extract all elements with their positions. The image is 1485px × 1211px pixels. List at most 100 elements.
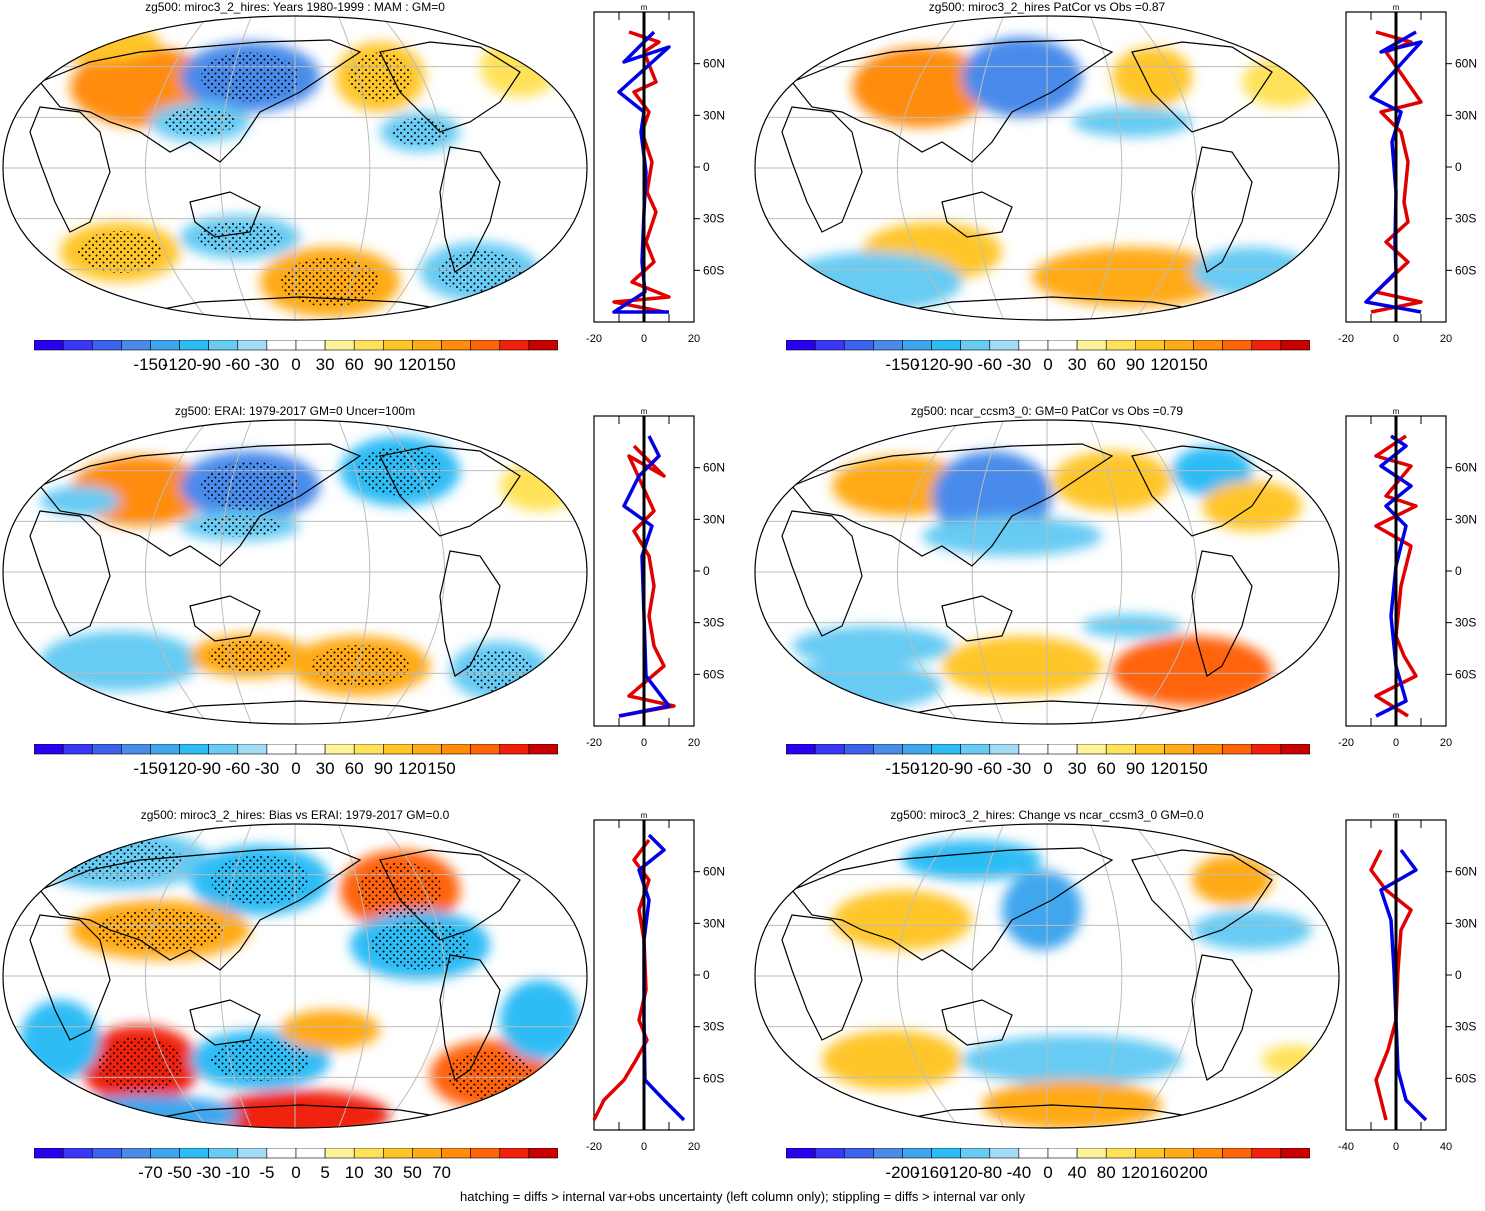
colorbar-swatch (1047, 1148, 1078, 1159)
world-map (2, 419, 588, 725)
colorbar-swatch (1135, 340, 1165, 351)
colorbar-swatch (412, 1148, 442, 1159)
anomaly-region (962, 37, 1082, 117)
world-map (754, 419, 1340, 725)
colorbar-tick-label: -70 (138, 1163, 163, 1182)
colorbar-swatch (1076, 1148, 1107, 1159)
model-profile-line (612, 30, 671, 314)
longitude-gridline (144, 824, 209, 1128)
anomaly-region (280, 1010, 380, 1050)
colorbar-swatch (902, 1148, 932, 1159)
longitude-gridline (971, 16, 1005, 320)
colorbar-swatch (353, 744, 384, 755)
anomaly-region (902, 840, 1042, 880)
anomaly-region (40, 486, 120, 516)
colorbar-tick-label: 150 (1179, 759, 1207, 778)
model-profile-line (1369, 849, 1413, 1121)
colorbar-swatch (960, 744, 991, 755)
latitude-label: 30N (703, 512, 725, 526)
colorbar-swatch (441, 1148, 471, 1159)
colorbar-swatch (179, 744, 209, 755)
colorbar-swatch (150, 340, 180, 351)
colorbar-swatch (383, 340, 413, 351)
coastline (1191, 954, 1253, 1081)
colorbar-tick-label: 0 (1043, 759, 1052, 778)
longitude-gridline (381, 824, 446, 1128)
obs-profile-line (1379, 848, 1428, 1122)
colorbar-swatch (1222, 1148, 1253, 1159)
colorbar-swatch (902, 340, 932, 351)
coastline (791, 847, 1114, 971)
coastline (1131, 445, 1273, 537)
map-border (2, 823, 588, 1129)
colorbar-swatch (1222, 744, 1253, 755)
colorbar-tick-label: -60 (225, 759, 250, 778)
colorbar-swatch (528, 340, 558, 351)
longitude-gridline (971, 824, 1005, 1128)
coastline (1131, 849, 1273, 941)
coastline (791, 443, 1114, 567)
longitude-gridline (219, 824, 253, 1128)
profile-x-tick-label: 20 (688, 737, 700, 749)
profile-x-tick-label: -40 (1338, 1141, 1354, 1153)
colorbar-tick-label: 60 (1097, 355, 1116, 374)
stippling (198, 221, 282, 253)
colorbar-swatch (902, 744, 932, 755)
coastline (941, 191, 1013, 238)
colorbar-swatch (266, 340, 297, 351)
map-border (754, 823, 1340, 1129)
latitude-label: 60S (1455, 667, 1476, 681)
colorbar-tick-label: -120 (915, 355, 949, 374)
zonal-profile: 60N 30N 0 30S 60S m -20 0 20 (586, 407, 725, 749)
panel-ccsm3: zg500: ncar_ccsm3_0: GM=0 PatCor vs Obs … (752, 404, 1485, 794)
colorbar: -150-120 -90 -60 -30 0 30 60 90 120 150 (786, 340, 1310, 374)
map-border (754, 419, 1340, 725)
stippling (78, 231, 162, 273)
world-map (754, 823, 1340, 1129)
colorbar-tick-label: -80 (977, 1163, 1002, 1182)
latitude-label: 60N (703, 461, 725, 475)
colorbar-swatch (91, 744, 122, 755)
colorbar-swatch (324, 340, 355, 351)
colorbar-tick-label: 0 (291, 355, 300, 374)
longitude-gridline (337, 420, 371, 724)
colorbar-tick-label: -90 (196, 355, 221, 374)
anomaly-region (792, 626, 952, 666)
longitude-gridline (896, 420, 961, 724)
colorbar-swatch (1135, 744, 1165, 755)
colorbar-swatch (34, 744, 64, 755)
colorbar-tick-label: 60 (345, 759, 364, 778)
colorbar-swatch (208, 1148, 239, 1159)
profile-x-tick-label: 0 (1393, 1141, 1399, 1153)
colorbar-swatch (208, 340, 239, 351)
colorbar-swatch (179, 340, 209, 351)
longitude-gridline (896, 16, 961, 320)
colorbar-tick-label: -90 (196, 759, 221, 778)
colorbar-tick-label: -30 (255, 759, 280, 778)
zonal-profile: 60N 30N 0 30S 60S m -20 0 20 (586, 3, 725, 345)
panel-bias: zg500: miroc3_2_hires: Bias vs ERAI: 197… (0, 808, 740, 1198)
profile-x-tick-label: 40 (1440, 1141, 1452, 1153)
colorbar-tick-label: 0 (291, 1163, 300, 1182)
anomaly-region (1052, 451, 1172, 511)
latitude-label: 30S (1455, 616, 1476, 630)
colorbar-swatch (1193, 1148, 1223, 1159)
coastline (941, 999, 1013, 1046)
colorbar-swatch (237, 1148, 268, 1159)
colorbar-swatch (814, 1148, 845, 1159)
colorbar-tick-label: -150 (885, 355, 919, 374)
anomaly-region (922, 516, 1102, 556)
colorbar-swatch (1105, 744, 1136, 755)
coastline (781, 106, 863, 233)
units-label: m (1393, 407, 1400, 416)
zonal-profile: 60N 30N 0 30S 60S m -20 0 20 (1338, 407, 1477, 749)
colorbar-swatch (324, 1148, 355, 1159)
colorbar-swatch (1251, 1148, 1282, 1159)
latitude-label: 30N (703, 916, 725, 930)
latitude-label: 30N (1455, 108, 1477, 122)
stippling (165, 108, 235, 136)
coastline (189, 191, 261, 238)
colorbar-tick-label: -30 (1007, 759, 1032, 778)
colorbar-tick-label: -150 (885, 759, 919, 778)
colorbar-tick-label: 90 (1126, 355, 1145, 374)
